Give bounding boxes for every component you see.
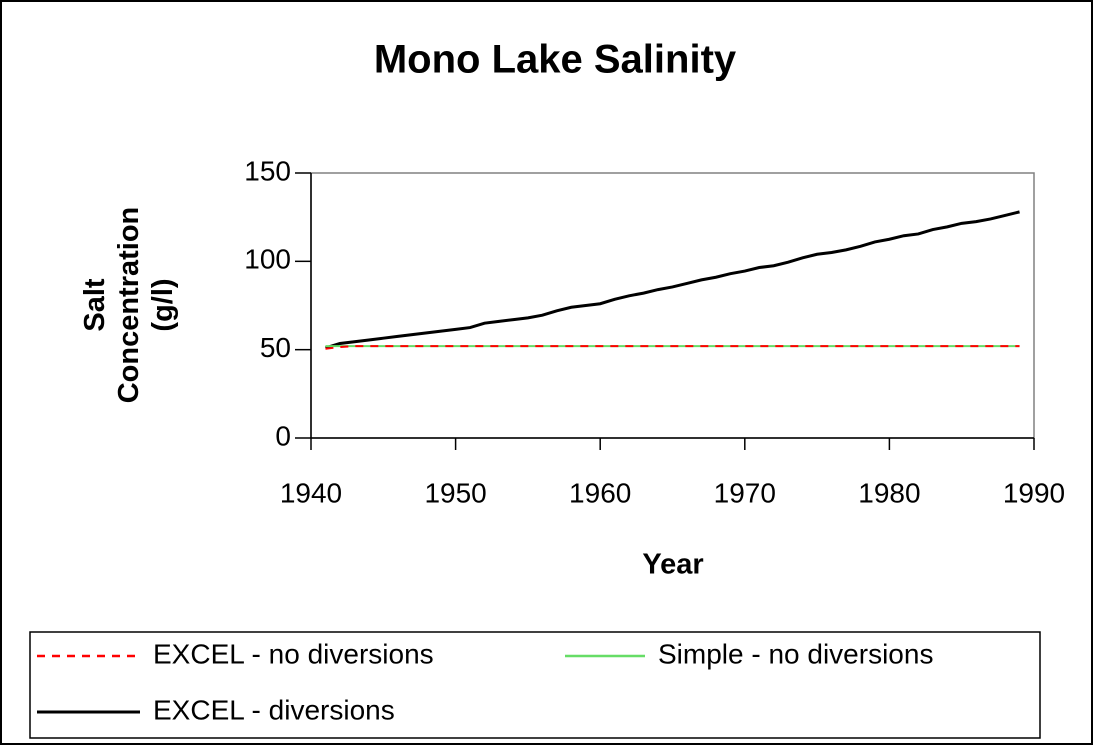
y-tick-label: 100	[244, 244, 291, 275]
legend-box	[29, 631, 1041, 739]
legend-label: EXCEL - diversions	[153, 694, 395, 725]
chart-title: Mono Lake Salinity	[374, 38, 737, 82]
legend-label: Simple - no diversions	[658, 638, 933, 669]
y-tick-label: 0	[275, 420, 291, 451]
y-tick-label: 150	[244, 155, 291, 186]
y-axis-label: SaltConcentration(g/l)	[79, 207, 179, 404]
plot-area	[310, 172, 1035, 439]
x-tick-label: 1970	[714, 477, 776, 508]
x-tick-label: 1980	[858, 477, 920, 508]
legend-label: EXCEL - no diversions	[153, 638, 434, 669]
x-tick-label: 1950	[424, 477, 486, 508]
x-tick-label: 1990	[1003, 477, 1065, 508]
series-line	[325, 345, 1020, 350]
series-line	[325, 210, 1020, 350]
y-tick-label: 50	[260, 332, 291, 363]
x-tick-label: 1940	[280, 477, 342, 508]
x-axis-label: Year	[642, 549, 703, 581]
x-tick-label: 1960	[569, 477, 631, 508]
